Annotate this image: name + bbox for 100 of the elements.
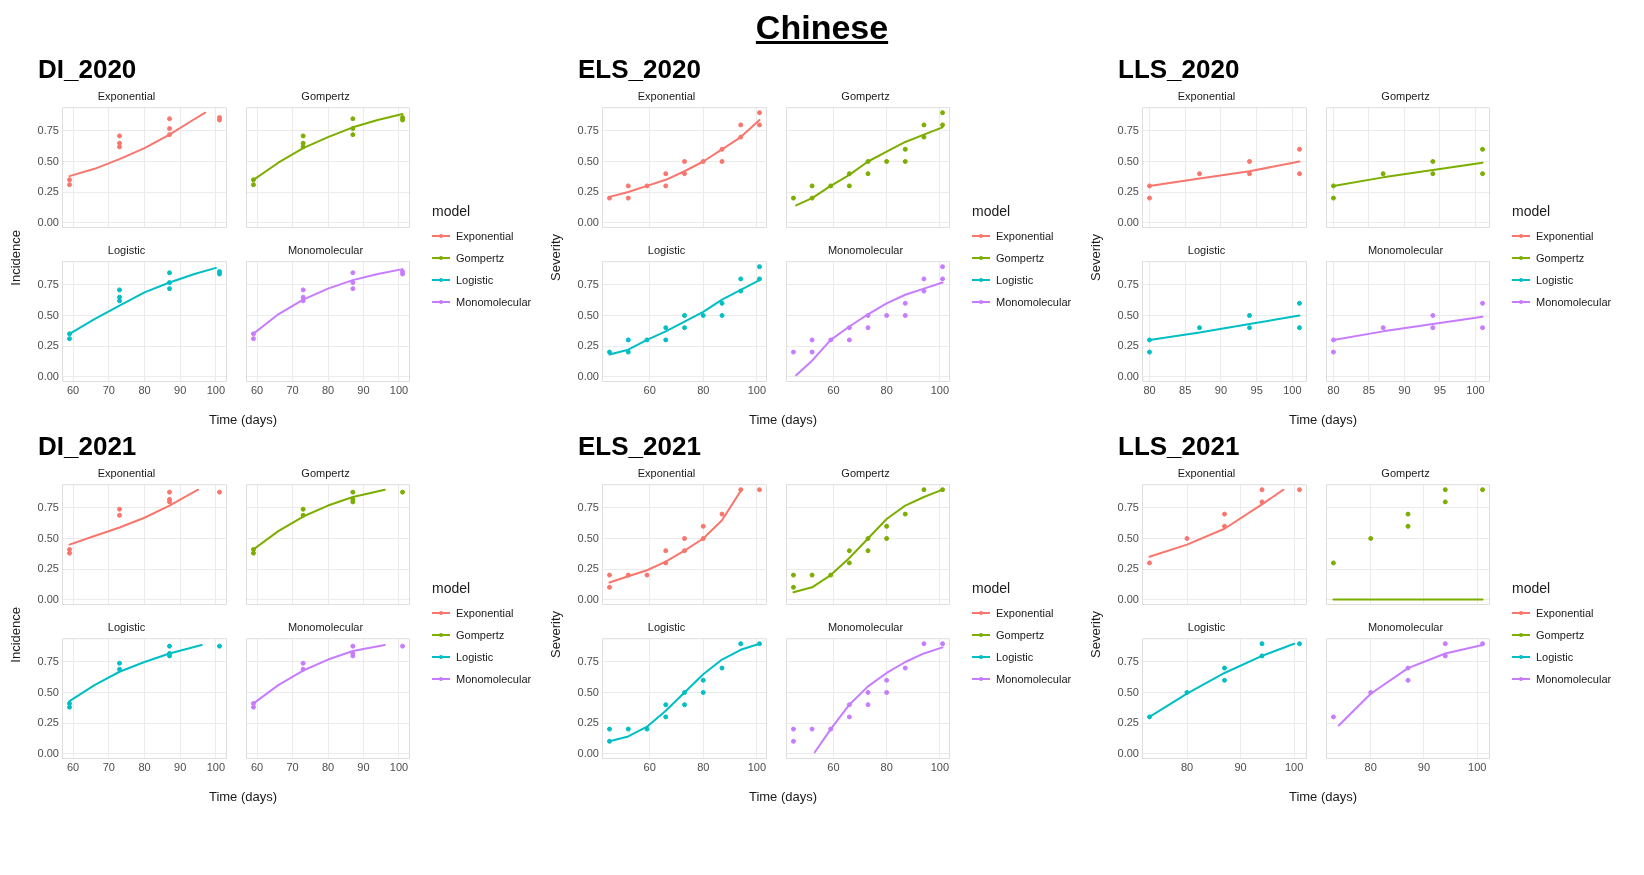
- x-tick-label: 60: [66, 760, 80, 773]
- x-tick-label: 85: [1179, 383, 1192, 396]
- y-tick-label: 0.00: [37, 592, 59, 605]
- chart-title: Monomolecular: [827, 620, 904, 633]
- y-tick-label: 0.00: [37, 215, 59, 228]
- legend-label: Exponential: [456, 606, 514, 619]
- x-tick-label: 100: [1466, 383, 1485, 396]
- x-tick-label: 100: [1468, 760, 1487, 773]
- legend-label: Exponential: [1536, 229, 1594, 242]
- chart-title: Exponential: [1177, 89, 1236, 102]
- y-tick-label: 0.25: [37, 716, 59, 729]
- legend-label: Logistic: [996, 650, 1034, 663]
- y-tick-label: 0.75: [577, 124, 599, 137]
- y-tick-label: 0.25: [577, 716, 599, 729]
- text: LLS_2020: [1117, 54, 1241, 86]
- text: Severity: [1088, 611, 1104, 658]
- x-tick-label: 80: [321, 760, 335, 773]
- x-tick-label: 90: [1214, 383, 1228, 396]
- x-tick-label: 90: [1398, 383, 1411, 396]
- text: Time (days): [747, 789, 819, 804]
- x-tick-label: 90: [357, 760, 370, 773]
- y-tick-label: 0.25: [1117, 185, 1139, 198]
- chart-title: Logistic: [1187, 620, 1226, 633]
- y-tick-label: 0.75: [37, 655, 59, 668]
- y-tick-label: 0.75: [577, 501, 599, 514]
- x-tick-label: 60: [250, 760, 264, 773]
- y-tick-label: 0.50: [1117, 531, 1139, 544]
- x-tick-label: 70: [102, 383, 115, 396]
- y-tick-label: 0.50: [1117, 308, 1139, 321]
- chart-title: Logistic: [647, 243, 686, 256]
- y-tick-label: 0.50: [37, 685, 59, 698]
- legend-label: Logistic: [1536, 650, 1574, 663]
- x-tick-label: 60: [250, 383, 264, 396]
- x-tick-label: 60: [827, 760, 840, 773]
- x-tick-label: 100: [1283, 383, 1302, 396]
- x-tick-label: 70: [286, 760, 299, 773]
- y-tick-label: 0.00: [577, 592, 599, 605]
- x-tick-label: 95: [1250, 383, 1263, 396]
- y-tick-label: 0.75: [37, 124, 59, 137]
- text: DI_2021: [37, 431, 138, 463]
- chart-title: Monomolecular: [287, 620, 364, 633]
- x-tick-label: 80: [880, 383, 893, 396]
- x-tick-label: 100: [206, 760, 226, 773]
- x-tick-label: 70: [286, 383, 299, 396]
- x-tick-label: 70: [102, 760, 115, 773]
- legend-label: Exponential: [1536, 606, 1594, 619]
- legend-label: Gompertz: [1536, 251, 1585, 264]
- y-tick-label: 0.75: [577, 278, 599, 291]
- text: ELS_2021: [577, 431, 702, 463]
- legend-label: Gompertz: [1536, 628, 1585, 641]
- y-tick-label: 0.00: [1117, 215, 1139, 228]
- x-tick-label: 100: [747, 383, 766, 396]
- legend-title: model: [432, 202, 472, 219]
- legend-label: Logistic: [456, 650, 494, 663]
- text: Severity: [1088, 234, 1104, 281]
- legend-label: Monomolecular: [996, 672, 1072, 685]
- y-tick-label: 0.50: [1117, 154, 1139, 167]
- x-tick-label: 100: [389, 383, 409, 396]
- chart-title: Monomolecular: [1367, 243, 1444, 256]
- y-tick-label: 0.75: [37, 501, 59, 514]
- chart-title: Monomolecular: [1367, 620, 1444, 633]
- y-tick-label: 0.75: [1117, 501, 1139, 514]
- x-tick-label: 100: [930, 383, 950, 396]
- y-tick-label: 0.75: [577, 655, 599, 668]
- chart-title: Gompertz: [301, 466, 350, 479]
- chart-title: Monomolecular: [287, 243, 364, 256]
- x-tick-label: 80: [138, 383, 151, 396]
- y-tick-label: 0.50: [37, 531, 59, 544]
- y-tick-label: 0.00: [1117, 746, 1139, 759]
- y-tick-label: 0.75: [1117, 655, 1139, 668]
- legend-title: model: [1512, 202, 1552, 219]
- y-tick-label: 0.50: [577, 685, 599, 698]
- y-tick-label: 0.00: [1117, 369, 1139, 382]
- text: Time (days): [1287, 412, 1359, 427]
- legend-label: Gompertz: [996, 628, 1045, 641]
- x-tick-label: 90: [174, 760, 187, 773]
- x-tick-label: 90: [357, 383, 370, 396]
- text: Time (days): [1287, 789, 1359, 804]
- y-tick-label: 0.75: [1117, 124, 1139, 137]
- chart-title: Logistic: [107, 620, 146, 633]
- text: Incidence: [8, 229, 24, 286]
- chart-title: Gompertz: [301, 89, 350, 102]
- legend-label: Gompertz: [456, 251, 505, 264]
- chart-title: Gompertz: [841, 466, 890, 479]
- x-tick-label: 100: [389, 760, 409, 773]
- legend-title: model: [1512, 579, 1552, 596]
- legend-title: model: [972, 579, 1012, 596]
- x-tick-label: 60: [827, 383, 840, 396]
- y-tick-label: 0.25: [37, 562, 59, 575]
- x-tick-label: 80: [880, 760, 893, 773]
- legend-label: Logistic: [996, 273, 1034, 286]
- y-tick-label: 0.00: [37, 746, 59, 759]
- x-tick-label: 80: [138, 760, 151, 773]
- chart-title: Exponential: [1177, 466, 1236, 479]
- legend-title: model: [432, 579, 472, 596]
- legend-label: Monomolecular: [996, 295, 1072, 308]
- x-tick-label: 100: [930, 760, 950, 773]
- y-tick-label: 0.00: [1117, 592, 1139, 605]
- x-tick-label: 90: [1234, 760, 1247, 773]
- legend-label: Monomolecular: [1536, 672, 1612, 685]
